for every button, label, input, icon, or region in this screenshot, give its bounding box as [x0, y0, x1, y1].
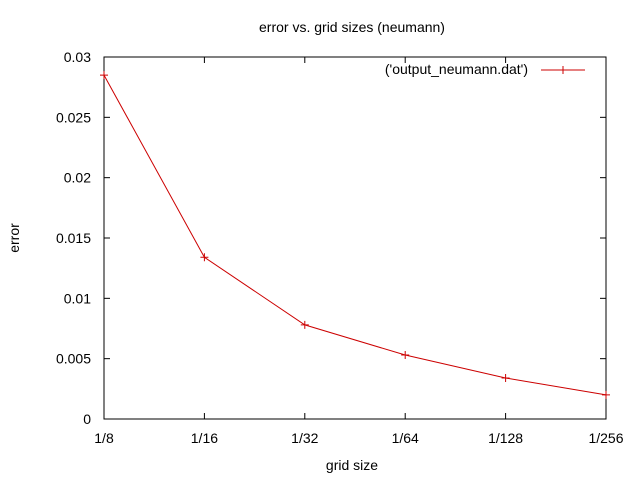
data-point-marker	[100, 71, 108, 80]
x-tick-label: 1/64	[392, 430, 419, 446]
y-tick-label: 0.01	[64, 290, 91, 306]
y-tick-label: 0.005	[56, 351, 91, 367]
y-tick-label: 0.025	[56, 109, 91, 125]
x-tick-label: 1/128	[488, 430, 523, 446]
plot-border	[103, 56, 607, 420]
y-tick-label: 0	[83, 411, 91, 427]
y-axis: 0 0.005 0.01 0.015 0.02 0.025 0.03	[56, 49, 606, 427]
x-tick-label: 1/16	[191, 430, 218, 446]
series-layer	[100, 71, 610, 399]
y-tick-label: 0.02	[64, 170, 91, 186]
legend-label: ('output_neumann.dat')	[385, 61, 528, 77]
y-tick-label: 0.015	[56, 230, 91, 246]
legend: ('output_neumann.dat')	[385, 61, 585, 77]
x-tick-label: 1/32	[291, 430, 318, 446]
y-tick-label: 0.03	[64, 49, 91, 65]
y-axis-label: error	[6, 223, 22, 253]
x-tick-label: 1/256	[588, 430, 623, 446]
x-tick-label: 1/8	[94, 430, 114, 446]
data-point-marker	[300, 320, 309, 329]
data-point-marker	[401, 351, 410, 360]
x-axis-label: grid size	[326, 457, 378, 473]
series-line	[103, 74, 607, 396]
data-point-marker	[602, 390, 610, 399]
legend-marker-sample	[559, 66, 567, 74]
data-point-marker	[200, 253, 209, 262]
x-axis: 1/8 1/16 1/32 1/64 1/128 1/256	[94, 57, 624, 446]
chart-title: error vs. grid sizes (neumann)	[259, 19, 445, 35]
data-point-marker	[501, 373, 510, 382]
